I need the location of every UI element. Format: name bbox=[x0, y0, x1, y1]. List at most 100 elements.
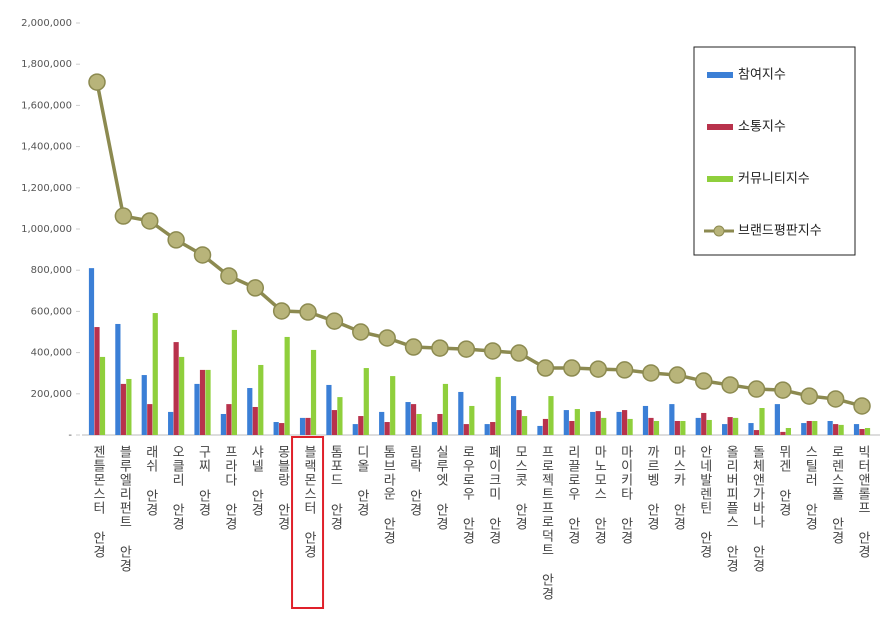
bar bbox=[627, 418, 633, 435]
bar bbox=[642, 405, 649, 435]
legend-swatch bbox=[707, 124, 733, 130]
bar bbox=[648, 417, 654, 435]
bar bbox=[252, 406, 258, 435]
line-marker bbox=[483, 342, 502, 360]
bar bbox=[785, 427, 791, 435]
bar bbox=[152, 313, 158, 435]
x-tick-label: 페이크미 안경 bbox=[485, 445, 501, 545]
x-tick-label: 디올 안경 bbox=[353, 445, 369, 517]
bar bbox=[431, 422, 438, 435]
legend-label: 커뮤니티지수 bbox=[738, 172, 810, 187]
bar bbox=[220, 413, 226, 435]
x-tick-label: 림락 안경 bbox=[406, 445, 422, 517]
y-tick-label: 200,000 bbox=[31, 389, 72, 400]
bar bbox=[299, 417, 306, 435]
bar bbox=[273, 422, 279, 435]
bar bbox=[759, 408, 765, 435]
bar bbox=[337, 397, 343, 435]
bar bbox=[463, 424, 469, 435]
x-tick-label: 까르벵 안경 bbox=[643, 445, 659, 531]
bar bbox=[173, 342, 179, 435]
x-tick-label: 모스콧 안경 bbox=[512, 445, 528, 531]
bar bbox=[442, 383, 449, 435]
x-tick-label: 안네발렌틴 안경 bbox=[696, 445, 712, 559]
bar bbox=[126, 378, 132, 435]
bar bbox=[326, 384, 332, 435]
line-marker bbox=[536, 359, 555, 377]
bar bbox=[601, 417, 607, 435]
bar bbox=[258, 364, 264, 435]
bar bbox=[701, 412, 707, 435]
y-tick-label: 800,000 bbox=[31, 265, 72, 276]
line-marker bbox=[246, 279, 265, 297]
x-tick-label: 샤넬 안경 bbox=[248, 445, 264, 517]
bar bbox=[510, 396, 517, 435]
line-marker bbox=[114, 207, 133, 225]
bar bbox=[521, 416, 528, 435]
bar bbox=[838, 424, 844, 435]
bar bbox=[147, 404, 153, 435]
legend-label: 브랜드평판지수 bbox=[738, 224, 822, 239]
bar bbox=[812, 420, 818, 435]
bar bbox=[753, 430, 760, 435]
bar bbox=[542, 418, 549, 435]
line-marker bbox=[325, 312, 344, 330]
bar bbox=[537, 425, 543, 435]
y-tick-label: 1,400,000 bbox=[21, 142, 72, 153]
x-tick-label: 마노모스 안경 bbox=[591, 445, 607, 545]
x-tick-label: 래쉬 안경 bbox=[142, 445, 158, 517]
bar bbox=[569, 420, 575, 435]
bar bbox=[194, 383, 200, 435]
line-marker bbox=[510, 344, 528, 362]
x-tick-label: 로렌스폴 안경 bbox=[828, 445, 844, 545]
y-tick-label: 400,000 bbox=[31, 348, 72, 359]
bar bbox=[358, 416, 364, 435]
bar bbox=[199, 369, 206, 435]
x-tick-label: 몽블랑 안경 bbox=[274, 445, 290, 531]
bar bbox=[416, 413, 422, 435]
bar bbox=[733, 417, 739, 435]
bar bbox=[859, 429, 865, 435]
bar bbox=[806, 420, 812, 435]
bar bbox=[563, 410, 569, 435]
line-marker bbox=[220, 267, 238, 285]
bar bbox=[379, 411, 385, 435]
x-tick-label: 빅터앤롤프 안경 bbox=[855, 445, 871, 559]
line-marker bbox=[352, 323, 370, 341]
legend-swatch bbox=[713, 225, 725, 237]
line-marker bbox=[431, 339, 449, 357]
line-marker bbox=[167, 231, 185, 249]
bar bbox=[706, 419, 712, 435]
x-tick-label: 실루엣 안경 bbox=[432, 445, 448, 531]
line-marker bbox=[88, 73, 106, 91]
line-marker bbox=[826, 390, 845, 408]
bar bbox=[410, 404, 417, 435]
legend-box bbox=[693, 46, 856, 256]
bar bbox=[469, 405, 475, 435]
x-tick-label: 마스카 안경 bbox=[670, 445, 686, 531]
bar bbox=[674, 420, 680, 435]
line-marker bbox=[378, 329, 396, 347]
highlight-box bbox=[291, 436, 325, 609]
y-tick-label: 1,200,000 bbox=[21, 183, 72, 194]
legend-swatch bbox=[707, 176, 733, 182]
bar bbox=[284, 336, 290, 435]
x-tick-label: 스틸러 안경 bbox=[802, 445, 818, 531]
bar bbox=[352, 424, 358, 435]
line-marker bbox=[457, 340, 476, 358]
bar bbox=[437, 413, 443, 435]
x-tick-label: 로우로우 안경 bbox=[459, 445, 475, 545]
bar bbox=[622, 410, 628, 435]
bar bbox=[864, 427, 871, 435]
line-marker bbox=[563, 359, 581, 377]
x-tick-label: 톰포드 안경 bbox=[327, 445, 343, 531]
bar bbox=[853, 424, 860, 435]
bar bbox=[833, 424, 839, 435]
bar bbox=[727, 417, 733, 435]
bar bbox=[616, 411, 622, 435]
legend-label: 참여지수 bbox=[738, 68, 786, 83]
y-tick-label: 1,800,000 bbox=[21, 59, 72, 70]
line-marker bbox=[615, 361, 634, 379]
